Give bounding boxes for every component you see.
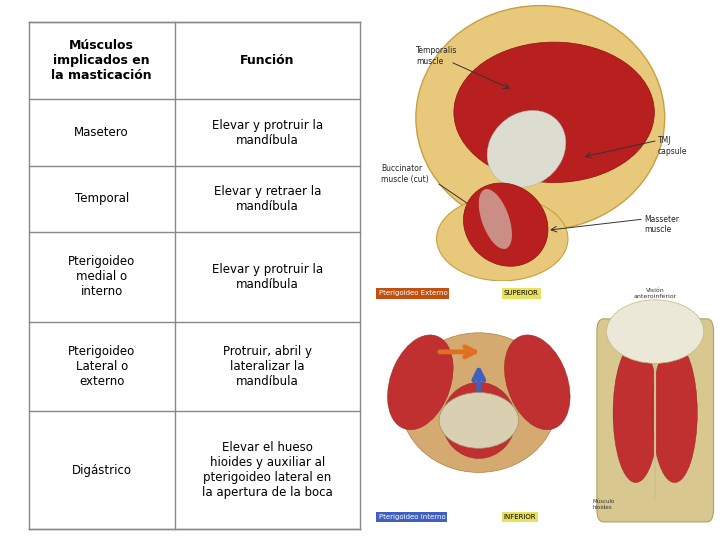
Text: Visión
anteroinferior: Visión anteroinferior [634, 288, 677, 299]
Text: Elevar y retraer la
mandíbula: Elevar y retraer la mandíbula [214, 185, 321, 213]
Ellipse shape [387, 335, 453, 430]
Text: INFERIOR: INFERIOR [504, 514, 536, 520]
Ellipse shape [464, 183, 548, 266]
Text: Músculos
implicados en
la masticación: Músculos implicados en la masticación [51, 39, 152, 82]
Ellipse shape [652, 343, 697, 483]
Ellipse shape [606, 300, 704, 363]
Text: Elevar y protruir la
mandíbula: Elevar y protruir la mandíbula [212, 119, 323, 147]
Ellipse shape [439, 393, 518, 448]
Text: Masetero: Masetero [74, 126, 129, 139]
Text: Temporalis
muscle: Temporalis muscle [416, 46, 457, 66]
Ellipse shape [400, 333, 557, 472]
Text: Pterigoideo Externo: Pterigoideo Externo [379, 291, 447, 296]
Ellipse shape [436, 197, 568, 281]
FancyBboxPatch shape [597, 319, 714, 522]
Bar [29, 22, 360, 529]
Text: Masseter
muscle: Masseter muscle [644, 215, 679, 234]
Text: TMJ
capsule: TMJ capsule [658, 136, 688, 156]
Ellipse shape [479, 189, 512, 249]
Ellipse shape [613, 343, 659, 483]
Text: Pterigoideo
Lateral o
externo: Pterigoideo Lateral o externo [68, 345, 135, 388]
Text: Pterigoideo
medial o
interno: Pterigoideo medial o interno [68, 255, 135, 298]
Text: Elevar el hueso
hioides y auxiliar al
pterigoideo lateral en
la apertura de la b: Elevar el hueso hioides y auxiliar al pt… [202, 441, 333, 499]
Text: Protruir, abril y
lateralizar la
mandíbula: Protruir, abril y lateralizar la mandíbu… [222, 345, 312, 388]
Ellipse shape [454, 42, 654, 183]
Text: Función: Función [240, 54, 294, 67]
Text: Buccinator
muscle (cut): Buccinator muscle (cut) [382, 164, 429, 184]
Ellipse shape [442, 382, 516, 458]
Text: Pterigoideo Interno: Pterigoideo Interno [379, 514, 446, 520]
Ellipse shape [487, 110, 566, 187]
Text: Elevar y protruir la
mandíbula: Elevar y protruir la mandíbula [212, 263, 323, 291]
Text: SUPERIOR: SUPERIOR [504, 291, 539, 296]
Ellipse shape [505, 335, 570, 430]
Text: Temporal: Temporal [75, 192, 129, 206]
Text: Digástrico: Digástrico [72, 463, 132, 477]
Text: Músculo
hioides: Músculo hioides [593, 499, 616, 510]
Ellipse shape [416, 5, 665, 230]
